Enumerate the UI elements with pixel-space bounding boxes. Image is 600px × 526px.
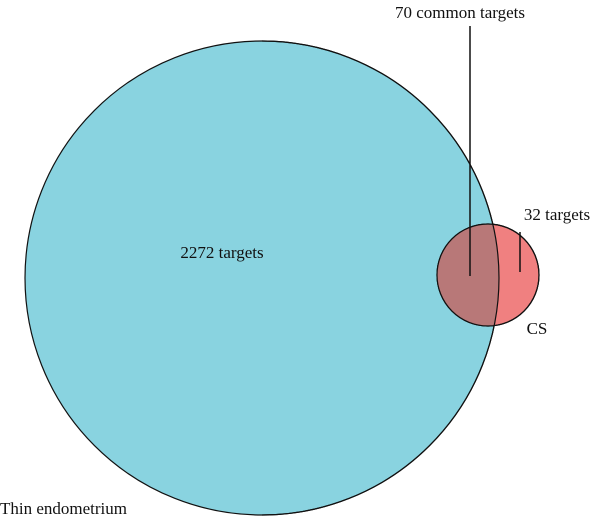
common-label: 70 common targets [395, 3, 525, 22]
overlap-region [437, 224, 499, 326]
thin-only-label: 2272 targets [180, 243, 263, 262]
cs-set-label: CS [527, 319, 548, 338]
cs-only-label: 32 targets [524, 205, 590, 224]
thin-set-label: Thin endometrium [0, 499, 127, 518]
cs-outline [436, 223, 540, 327]
overlap-outline [261, 40, 500, 516]
thin-endometrium-circle [24, 40, 500, 516]
